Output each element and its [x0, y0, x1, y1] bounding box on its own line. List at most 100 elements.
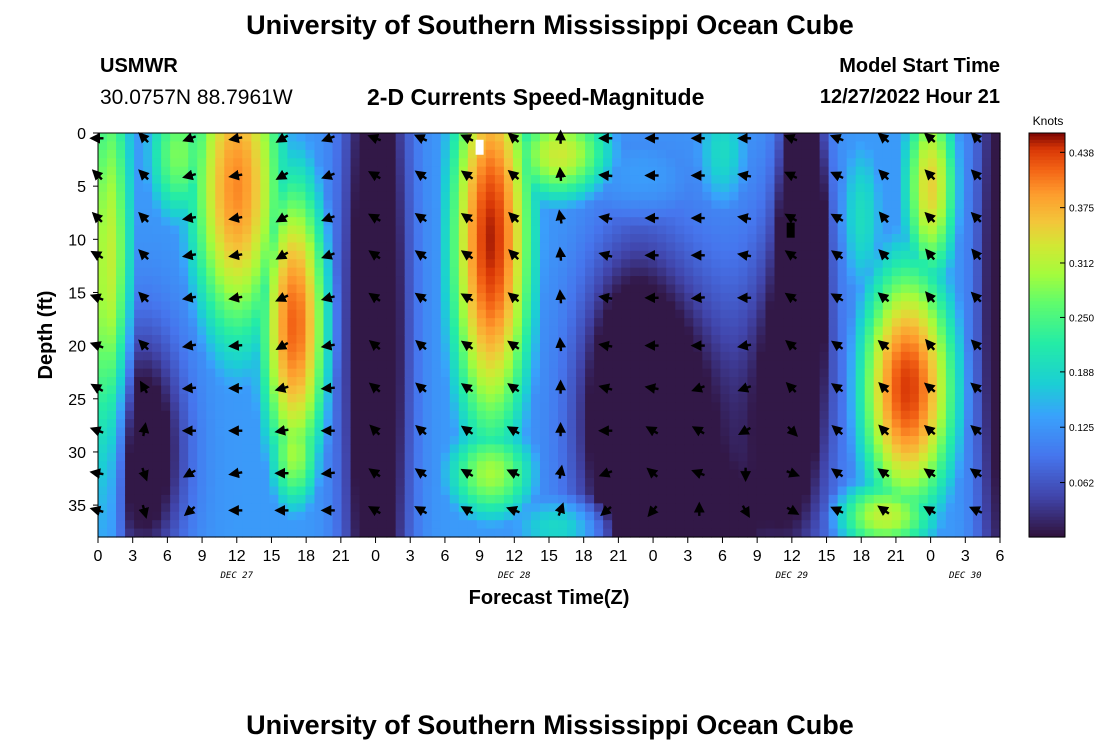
current-vector	[368, 468, 381, 479]
heatmap-cell	[639, 360, 649, 370]
heatmap-cell	[954, 343, 965, 353]
heatmap-cell	[260, 133, 270, 143]
heatmap-cell	[278, 486, 289, 496]
heatmap-cell	[747, 494, 758, 504]
heatmap-cell	[314, 318, 325, 328]
heatmap-cell	[729, 511, 740, 521]
heatmap-cell	[549, 393, 559, 403]
heatmap-cell	[720, 225, 730, 235]
heatmap-cell	[287, 166, 298, 176]
heatmap-cell	[972, 158, 983, 168]
heatmap-cell	[630, 520, 640, 530]
heatmap-cell	[900, 503, 911, 513]
heatmap-cell	[413, 234, 424, 244]
heatmap-cell	[702, 402, 712, 412]
heatmap-cell	[954, 503, 965, 513]
heatmap-cell	[449, 191, 460, 201]
heatmap-cell	[711, 351, 721, 361]
heatmap-cell	[594, 494, 604, 504]
heatmap-cell	[927, 494, 938, 504]
heatmap-cell	[251, 368, 261, 378]
heatmap-cell	[116, 284, 126, 294]
heatmap-cell	[143, 267, 153, 277]
heatmap-cell	[675, 259, 685, 269]
heatmap-cell	[927, 149, 938, 159]
heatmap-cell	[981, 469, 992, 479]
heatmap-cell	[900, 183, 911, 193]
heatmap-cell	[720, 158, 730, 168]
heatmap-cell	[251, 141, 261, 151]
heatmap-cell	[549, 410, 559, 420]
heatmap-cell	[657, 503, 667, 513]
heatmap-cell	[873, 351, 884, 361]
heatmap-cell	[287, 234, 298, 244]
heatmap-cell	[422, 175, 433, 185]
heatmap-cell	[909, 410, 920, 420]
heatmap-cell	[278, 377, 289, 387]
heatmap-cell	[873, 528, 884, 538]
heatmap-cell	[395, 326, 406, 336]
heatmap-cell	[846, 520, 857, 530]
heatmap-cell	[341, 351, 352, 361]
heatmap-cell	[585, 511, 595, 521]
heatmap-cell	[341, 217, 352, 227]
heatmap-cell	[729, 385, 740, 395]
heatmap-cell	[305, 292, 316, 302]
heatmap-cell	[539, 520, 550, 530]
heatmap-cell	[765, 503, 776, 513]
heatmap-cell	[413, 335, 424, 345]
heatmap-cell	[422, 301, 433, 311]
heatmap-cell	[747, 393, 758, 403]
heatmap-cell	[161, 385, 171, 395]
heatmap-cell	[639, 402, 649, 412]
heatmap-cell	[278, 436, 289, 446]
heatmap-cell	[404, 200, 415, 210]
heatmap-cell	[197, 133, 207, 143]
heatmap-cell	[990, 158, 1001, 168]
heatmap-cell	[332, 377, 343, 387]
heatmap-cell	[521, 335, 532, 345]
heatmap-cell	[675, 343, 685, 353]
heatmap-cell	[864, 175, 875, 185]
heatmap-cell	[693, 284, 703, 294]
heatmap-cell	[152, 158, 162, 168]
heatmap-cell	[233, 419, 243, 429]
heatmap-cell	[585, 301, 595, 311]
heatmap-cell	[512, 234, 523, 244]
heatmap-cell	[846, 133, 857, 143]
heatmap-cell	[558, 141, 568, 151]
page-title: University of Southern Mississippi Ocean…	[246, 10, 854, 40]
heatmap-cell	[891, 393, 902, 403]
heatmap-cell	[657, 469, 667, 479]
heatmap-cell	[323, 149, 334, 159]
heatmap-cell	[720, 208, 730, 218]
heatmap-cell	[386, 461, 397, 471]
heatmap-cell	[260, 335, 270, 345]
heatmap-cell	[630, 494, 640, 504]
heatmap-cell	[485, 385, 496, 395]
heatmap-cell	[386, 343, 397, 353]
heatmap-cell	[747, 301, 758, 311]
heatmap-cell	[693, 200, 703, 210]
heatmap-cell	[576, 486, 586, 496]
heatmap-cell	[305, 191, 316, 201]
heatmap-cell	[143, 368, 153, 378]
heatmap-cell	[612, 410, 622, 420]
current-vector	[691, 382, 705, 393]
heatmap-cell	[837, 175, 848, 185]
heatmap-cell	[530, 461, 541, 471]
heatmap-cell	[549, 385, 559, 395]
heatmap-cell	[305, 511, 316, 521]
heatmap-cell	[639, 436, 649, 446]
heatmap-cell	[945, 158, 956, 168]
heatmap-cell	[530, 133, 541, 143]
heatmap-cell	[612, 250, 622, 260]
heatmap-cell	[170, 250, 180, 260]
heatmap-cell	[179, 284, 189, 294]
heatmap-cell	[954, 494, 965, 504]
heatmap-cell	[107, 242, 117, 252]
heatmap-cell	[359, 377, 370, 387]
heatmap-cell	[558, 225, 568, 235]
heatmap-cell	[476, 343, 487, 353]
heatmap-cell	[891, 419, 902, 429]
